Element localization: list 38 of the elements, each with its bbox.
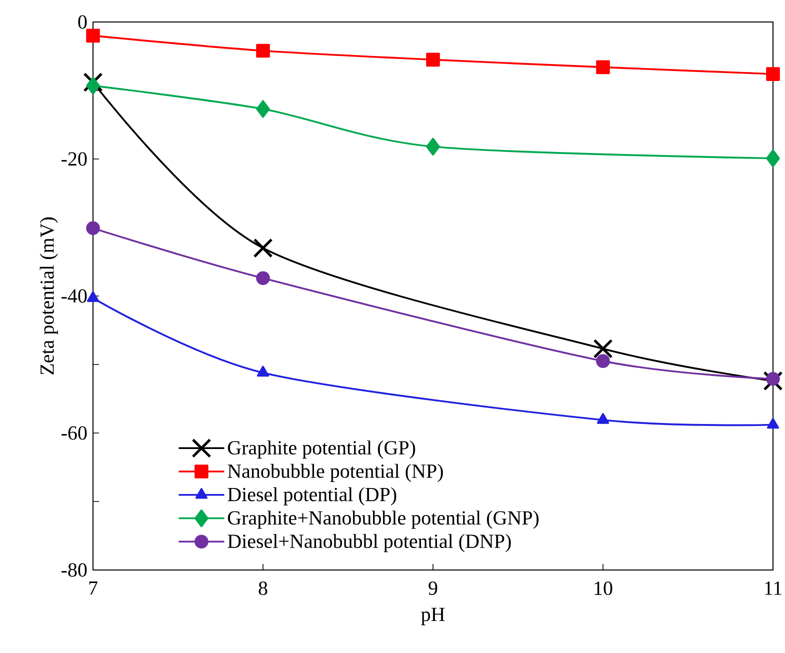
point [596, 413, 610, 424]
x-tick-label: 7 [89, 582, 98, 595]
x-tick-label: 10 [594, 582, 612, 596]
point [86, 221, 100, 236]
y-tick-label: -60 [62, 426, 87, 440]
y-tick-label: -40 [62, 289, 87, 303]
legend-label: Nanobubble potential (NP) [228, 464, 443, 482]
y-tick-label: 0 [78, 15, 87, 29]
legend-label: Graphite potential (GP) [228, 440, 416, 459]
y-tick-label: -20 [62, 152, 87, 166]
legend-label: Graphite+Nanobubble potential (GNP) [228, 510, 539, 529]
x-tick-label: 8 [258, 582, 268, 596]
point [256, 271, 270, 286]
point [253, 238, 273, 258]
point [426, 138, 440, 156]
legend-label: Diesel potential (DP) [228, 487, 396, 506]
point [86, 28, 100, 43]
point [766, 67, 780, 81]
x-axis-title: pH [421, 608, 445, 626]
x-tick-label: 9 [428, 582, 438, 595]
y-tick-label: -80 [62, 563, 87, 577]
point [256, 100, 270, 118]
legend-label: Diesel+Nanobubbl potential (DNP) [228, 534, 511, 552]
point [596, 60, 610, 74]
point [593, 338, 613, 359]
point [256, 366, 270, 377]
point [426, 52, 440, 67]
point [766, 149, 780, 168]
point [86, 76, 100, 95]
point [83, 72, 103, 92]
point [763, 371, 783, 391]
point [766, 418, 780, 429]
point [766, 372, 780, 386]
y-axis-title: Zeta potential (mV) [40, 217, 58, 374]
point [86, 291, 100, 302]
point [596, 354, 610, 368]
x-tick-label: 11 [765, 582, 782, 595]
point [256, 44, 270, 58]
